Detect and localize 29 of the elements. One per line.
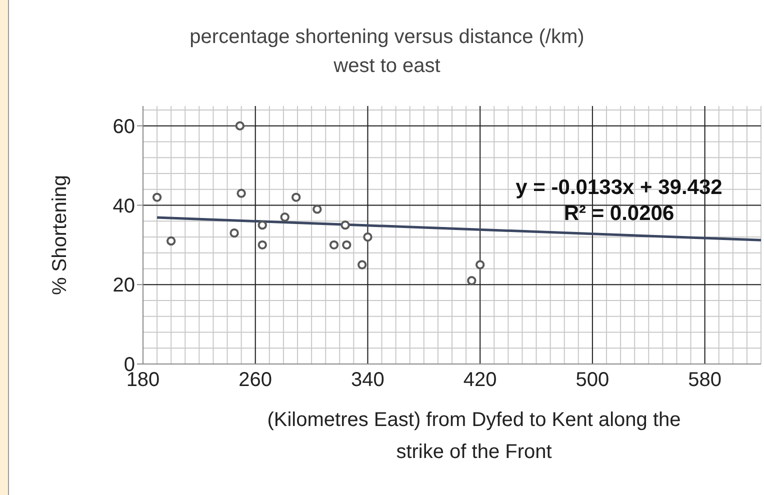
point xyxy=(235,121,245,130)
point xyxy=(312,204,322,214)
point xyxy=(258,220,267,230)
point xyxy=(291,192,301,202)
point xyxy=(230,228,239,238)
point xyxy=(363,232,372,242)
point xyxy=(152,192,162,202)
y-tick-label: 60 xyxy=(112,116,135,138)
chart-subtitle: west to east xyxy=(332,55,442,78)
y-tick-label: 40 xyxy=(112,195,135,218)
point xyxy=(280,212,290,222)
x-axis-title: (Kilometres East) from Dyfed to Kent along the strike of the Front xyxy=(266,408,682,465)
point xyxy=(166,236,176,246)
x-tick-label: 420 xyxy=(463,369,497,392)
point xyxy=(340,220,350,230)
point xyxy=(258,240,267,250)
x-tick-label: 260 xyxy=(238,369,272,392)
y-axis-title: % Shortening xyxy=(49,174,72,296)
point xyxy=(236,188,246,198)
x-tick-label: 500 xyxy=(576,369,610,392)
x-tick-label: 580 xyxy=(688,369,722,392)
point xyxy=(342,240,352,250)
y-tick-label: 20 xyxy=(112,274,135,297)
point xyxy=(329,240,339,250)
point xyxy=(467,276,476,286)
point xyxy=(475,260,485,270)
point xyxy=(358,260,367,270)
x-tick-label: 340 xyxy=(351,369,384,392)
chart-title: percentage shortening versus distance (/km) xyxy=(188,26,586,49)
